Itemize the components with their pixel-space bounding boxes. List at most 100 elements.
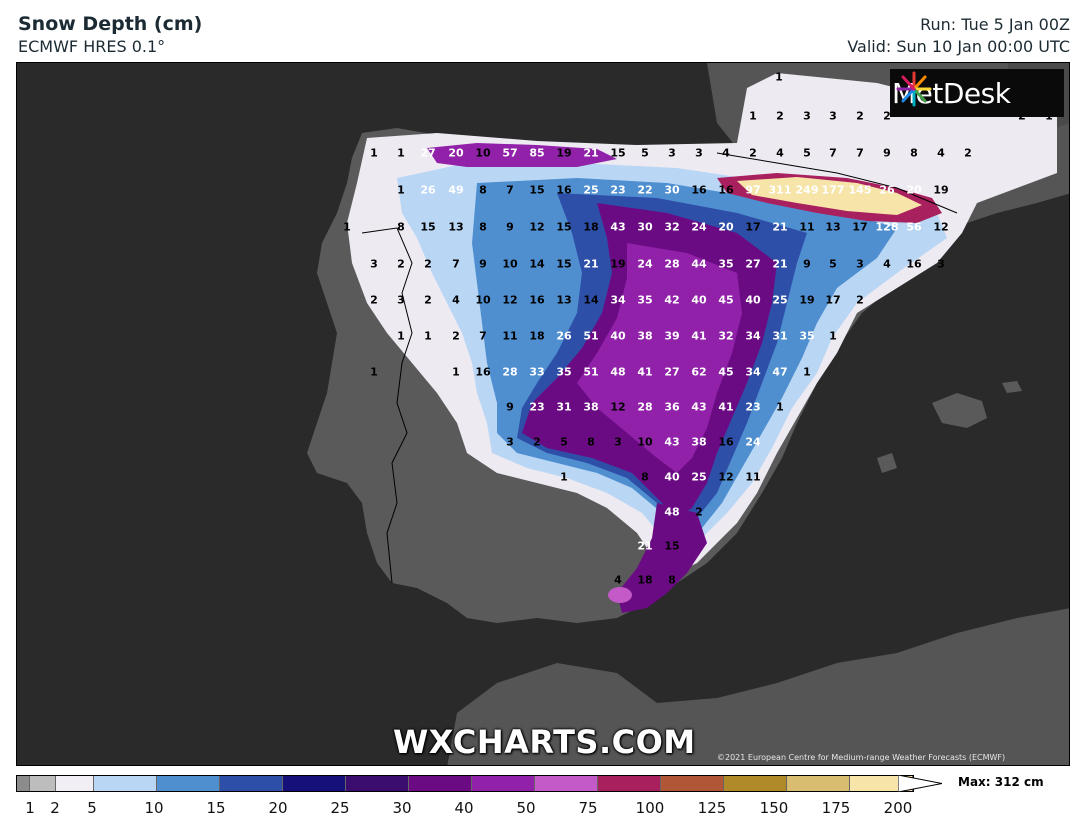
- snow-depth-label: 3: [668, 147, 676, 160]
- snow-depth-label: 22: [637, 184, 652, 197]
- snow-depth-label: 14: [529, 258, 545, 271]
- snow-depth-label: 16: [718, 184, 734, 197]
- snow-depth-label: 14: [583, 294, 599, 307]
- snow-depth-label: 24: [691, 221, 707, 234]
- snow-depth-label: 1: [452, 366, 460, 379]
- legend-swatch: [94, 776, 157, 791]
- snow-depth-label: 34: [610, 294, 626, 307]
- snow-depth-label: 3: [397, 294, 405, 307]
- snow-depth-label: 18: [529, 330, 544, 343]
- snow-cantabria: [427, 143, 617, 167]
- snow-depth-label: 4: [722, 147, 730, 160]
- snow-depth-label: 17: [825, 294, 840, 307]
- snow-depth-label: 9: [479, 258, 487, 271]
- snow-depth-label: 31: [556, 401, 571, 414]
- snow-depth-label: 7: [506, 184, 514, 197]
- snow-depth-label: 28: [502, 366, 517, 379]
- snow-depth-label: 97: [745, 184, 760, 197]
- snow-depth-label: 12: [933, 221, 948, 234]
- snow-depth-label: 7: [452, 258, 460, 271]
- snow-depth-label: 2: [964, 147, 972, 160]
- snow-depth-label: 1: [397, 184, 405, 197]
- snow-depth-label: 38: [691, 436, 706, 449]
- legend-swatch: [346, 776, 409, 791]
- snow-depth-label: 2: [883, 110, 891, 123]
- legend-swatch: [598, 776, 661, 791]
- snow-depth-map[interactable]: 1123322211127201057851921155334245779842…: [16, 62, 1070, 766]
- snow-depth-label: 51: [583, 330, 598, 343]
- copyright-notice: ©2021 European Centre for Medium-range W…: [717, 753, 1006, 762]
- snow-depth-label: 33: [529, 366, 544, 379]
- snow-depth-label: 28: [637, 401, 652, 414]
- snow-depth-label: 1: [560, 471, 568, 484]
- snow-depth-label: 1: [803, 366, 811, 379]
- snow-depth-label: 16: [556, 184, 572, 197]
- snow-depth-label: 35: [637, 294, 652, 307]
- snow-depth-label: 21: [583, 147, 598, 160]
- snow-depth-label: 23: [610, 184, 625, 197]
- snow-depth-label: 23: [745, 401, 760, 414]
- snow-depth-label: 3: [506, 436, 514, 449]
- snow-depth-label: 31: [772, 330, 787, 343]
- snow-depth-label: 15: [664, 540, 679, 553]
- snow-depth-label: 4: [614, 574, 622, 587]
- snow-depth-label: 16: [691, 184, 707, 197]
- legend-tick: 2: [50, 799, 60, 817]
- snow-depth-label: 11: [745, 471, 760, 484]
- snow-depth-label: 2: [856, 294, 864, 307]
- snow-depth-label: 18: [637, 574, 652, 587]
- snow-depth-label: 15: [420, 221, 435, 234]
- snow-depth-label: 62: [691, 366, 706, 379]
- snow-depth-label: 3: [937, 258, 945, 271]
- snow-depth-label: 5: [803, 147, 811, 160]
- snow-depth-label: 21: [583, 258, 598, 271]
- snow-depth-label: 21: [772, 258, 787, 271]
- snow-depth-label: 10: [475, 147, 491, 160]
- legend-tick: 30: [392, 799, 412, 817]
- snow-depth-label: 43: [691, 401, 706, 414]
- legend-swatch: [17, 776, 30, 791]
- snow-depth-label: 11: [799, 221, 814, 234]
- legend-tick: 125: [697, 799, 727, 817]
- snow-depth-label: 3: [370, 258, 378, 271]
- snow-depth-label: 10: [502, 258, 518, 271]
- snow-depth-label: 12: [610, 401, 625, 414]
- snow-depth-label: 30: [637, 221, 653, 234]
- snow-depth-label: 44: [691, 258, 707, 271]
- snow-depth-label: 20: [718, 221, 734, 234]
- snow-depth-label: 38: [637, 330, 652, 343]
- land-ibiza: [877, 453, 897, 473]
- snow-depth-label: 1: [776, 401, 784, 414]
- snow-depth-label: 7: [856, 147, 864, 160]
- legend-tick: 20: [268, 799, 288, 817]
- snow-depth-label: 45: [718, 366, 733, 379]
- snow-depth-label: 3: [614, 436, 622, 449]
- snow-depth-label: 12: [502, 294, 517, 307]
- model-name: ECMWF HRES 0.1°: [18, 37, 166, 56]
- snow-depth-label: 27: [420, 147, 435, 160]
- watermark: WXCHARTS.COM: [393, 723, 696, 761]
- snow-depth-label: 8: [668, 574, 676, 587]
- snow-depth-label: 25: [772, 294, 787, 307]
- snow-depth-label: 1: [749, 110, 757, 123]
- legend-swatch: [409, 776, 472, 791]
- snow-depth-label: 19: [933, 184, 948, 197]
- snow-depth-label: 13: [448, 221, 463, 234]
- snow-depth-label: 249: [796, 184, 819, 197]
- snow-depth-label: 12: [529, 221, 544, 234]
- snow-depth-label: 27: [745, 258, 760, 271]
- snow-depth-label: 85: [529, 147, 544, 160]
- snow-depth-label: 41: [718, 401, 733, 414]
- snow-depth-label: 5: [560, 436, 568, 449]
- snow-depth-label: 145: [849, 184, 872, 197]
- snow-depth-label: 1: [397, 147, 405, 160]
- snow-depth-label: 9: [883, 147, 891, 160]
- legend-swatch: [787, 776, 850, 791]
- snow-depth-label: 24: [637, 258, 653, 271]
- snow-depth-label: 51: [583, 366, 598, 379]
- snow-depth-label: 2: [695, 506, 703, 519]
- snow-depth-label: 32: [718, 330, 733, 343]
- snow-depth-label: 35: [556, 366, 571, 379]
- snow-depth-label: 8: [397, 221, 405, 234]
- legend-tick-labels: 1 2 5 10 15 20 25 30 40 50 75 100 125 150 175 200: [16, 799, 916, 819]
